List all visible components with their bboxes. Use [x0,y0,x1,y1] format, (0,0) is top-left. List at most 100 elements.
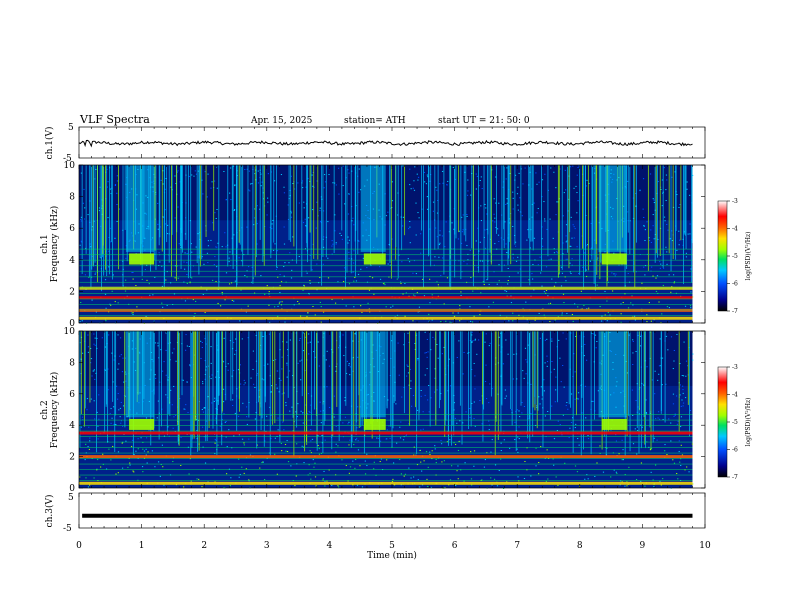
spectrogram-pixel [165,332,167,334]
spectrogram-pixel [580,290,582,292]
spectrogram-pixel [624,485,626,487]
sferic-streak [490,165,492,265]
spectrogram-pixel [676,473,678,475]
spectrogram-pixel [424,394,426,396]
spectrogram-pixel [559,357,561,359]
sferic-streak [181,331,183,396]
spectrogram-pixel [322,479,324,481]
spectrogram-pixel [190,243,192,245]
spectrogram-pixel [307,393,310,395]
spectrogram-pixel [214,453,216,455]
spectrogram-pixel [416,464,419,466]
colorbar-tick-label: -7 [732,308,738,315]
sferic-streak [514,165,516,245]
spectrogram-pixel [122,405,125,407]
y-tick-label: 8 [69,358,75,368]
spectrogram-pixel [503,264,505,266]
spectrogram-pixel [458,440,460,442]
spectrogram-pixel [206,289,208,291]
spectrogram-pixel [301,445,303,447]
spectrogram-pixel [412,476,415,478]
spectrogram-pixel [155,377,157,379]
spectrogram-pixel [507,353,509,355]
spectrogram-pixel [109,188,111,190]
spectrogram-pixel [653,238,655,240]
sferic-streak [179,165,181,247]
spectrogram-pixel [479,180,481,182]
spectrogram-pixel [267,173,269,175]
spectrogram-pixel [628,466,630,468]
spectrogram-pixel [445,221,447,223]
spectrogram-pixel [597,390,599,392]
spectrogram-pixel [639,345,642,347]
spectrogram-pixel [80,240,82,242]
spectrogram-pixel [669,238,671,240]
spectrogram-pixel [334,230,336,232]
sferic-streak [460,165,462,280]
spectrogram-pixel [98,207,101,209]
spectrogram-pixel [356,484,359,486]
frequency-band [79,270,693,272]
spectrogram-pixel [116,398,119,400]
spectrogram-pixel [403,344,405,346]
spectrogram-pixel [512,320,514,322]
spectrogram-pixel [161,265,163,267]
spectrogram-pixel [123,381,125,383]
spectrogram-pixel [430,486,433,488]
spectrogram-pixel [467,190,469,192]
sferic-streak [491,331,492,397]
spectrogram-pixel [284,321,286,323]
spectrogram-pixel [550,167,552,169]
spectrogram-pixel [287,218,290,220]
spectrogram-pixel [427,208,429,210]
sferic-streak [262,165,264,262]
spectrogram-pixel [471,368,473,370]
sferic-streak [171,165,172,277]
sferic-streak [221,331,223,446]
spectrogram-pixel [239,473,241,475]
spectrogram-pixel [518,438,520,440]
spectrogram-pixel [213,400,215,402]
sferic-streak [236,331,238,431]
sferic-streak [395,165,397,248]
spectrogram-pixel [326,386,328,388]
spectrogram-pixel [689,233,691,235]
spectrogram-pixel [434,368,436,370]
spectrogram-pixel [88,276,90,278]
ch2-spectrogram-image [79,331,694,489]
spectrogram-pixel [424,331,426,333]
spectrogram-pixel [652,225,654,227]
spectrogram-pixel [162,183,164,185]
spectrogram-pixel [441,170,444,172]
spectrogram-pixel [117,334,119,336]
sferic-streak [208,331,210,422]
spectrogram-pixel [206,420,208,422]
emission-burst [598,331,627,418]
spectrogram-pixel [679,384,681,386]
spectrogram-pixel [229,167,232,169]
spectrogram-pixel [620,303,622,305]
spectrogram-pixel [402,216,405,218]
spectrogram-pixel [674,414,676,416]
spectrogram-pixel [514,439,516,441]
spectrogram-pixel [118,208,120,210]
sferic-streak [296,331,298,428]
spectrogram-pixel [687,365,689,367]
spectrogram-pixel [231,375,233,377]
spectrogram-pixel [676,194,678,196]
spectrogram-pixel [468,407,470,409]
sferic-streak [168,165,170,263]
spectrogram-pixel [278,391,280,393]
spectrogram-pixel [354,332,356,334]
sferic-streak [92,165,94,266]
spectrogram-pixel [659,338,661,340]
spectrogram-pixel [584,478,586,480]
spectrogram-pixel [219,425,221,427]
spectrogram-pixel [282,341,284,343]
spectrogram-pixel [423,295,426,297]
spectrogram-pixel [288,262,290,264]
spectrogram-pixel [513,353,515,355]
spectrogram-pixel [505,339,507,341]
spectrogram-pixel [283,429,285,431]
spectrogram-pixel [657,411,660,413]
